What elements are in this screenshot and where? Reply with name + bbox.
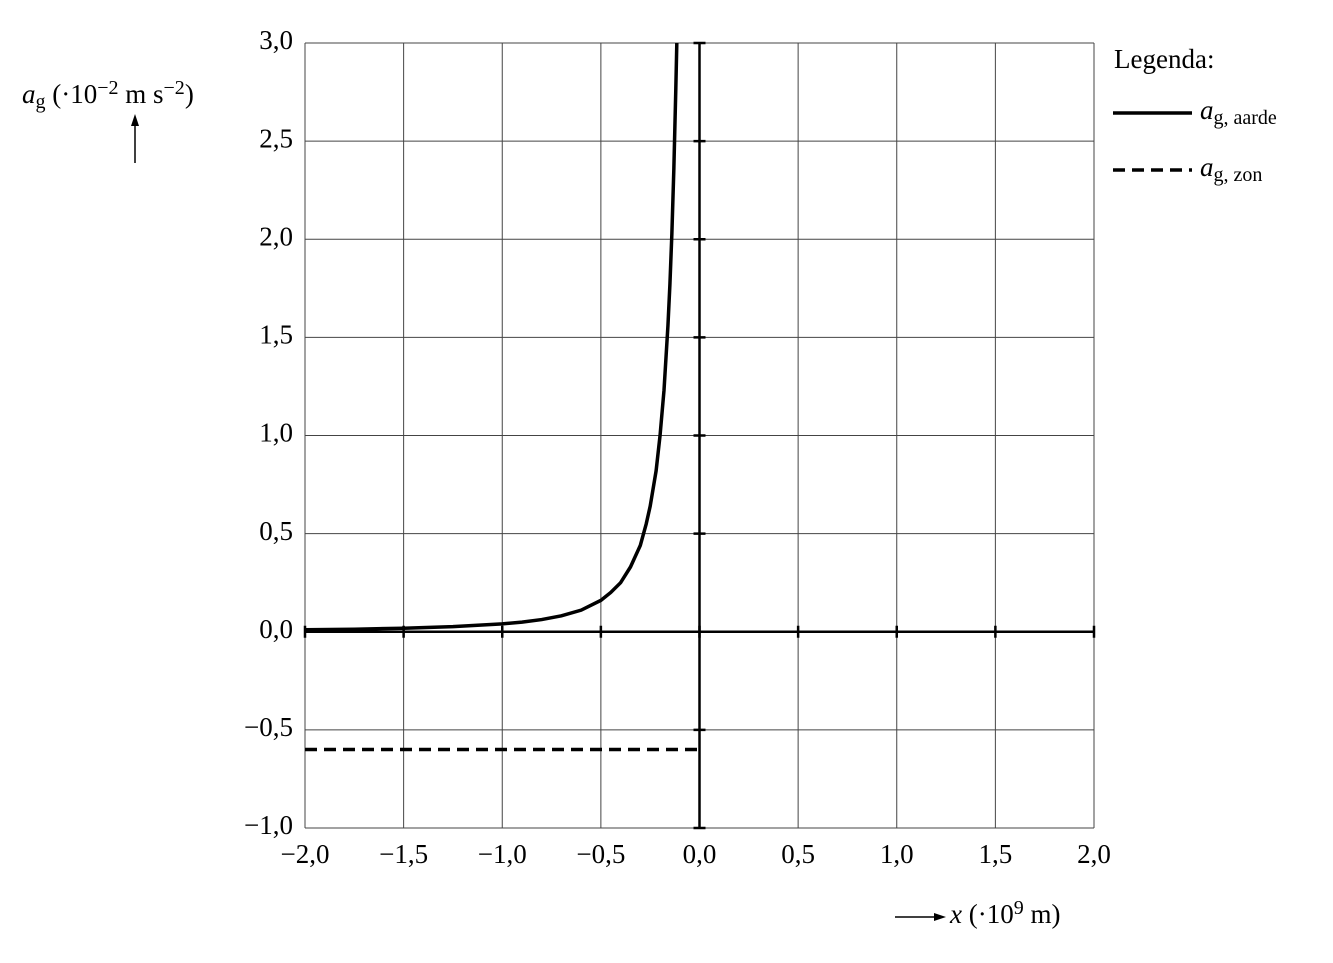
x-tick-label: 0,5 [781, 839, 815, 869]
x-label-part: (·10 [962, 899, 1014, 929]
y-tick-label: −0,5 [244, 712, 293, 742]
y-label-symbol: a [22, 79, 36, 109]
x-tick-label: −2,0 [281, 839, 330, 869]
x-tick-label: 1,5 [979, 839, 1013, 869]
x-tick-label: 0,0 [683, 839, 717, 869]
y-tick-label: 0,5 [259, 516, 293, 546]
x-label-symbol: x [949, 899, 962, 929]
y-tick-label: 2,5 [259, 123, 293, 153]
x-tick-label: 2,0 [1077, 839, 1111, 869]
legend-label: ag, aarde [1200, 95, 1277, 128]
series-line [304, 42, 679, 632]
x-arrow-head [934, 913, 946, 921]
y-tick-label: 1,5 [259, 320, 293, 350]
y-label-part: (·10 [46, 79, 98, 109]
legend-symbol: a [1200, 95, 1214, 125]
y-axis-label: ag (·10−2 m s−2) [22, 77, 194, 113]
legend-title: Legenda: [1114, 44, 1214, 74]
y-arrow-head [131, 114, 139, 126]
y-label-part: ) [185, 79, 194, 109]
x-tick-label: −0,5 [576, 839, 625, 869]
y-tick-label: 3,0 [259, 25, 293, 55]
y-tick-label: 2,0 [259, 221, 293, 251]
x-label-sup: 9 [1014, 897, 1024, 919]
x-tick-label: 1,0 [880, 839, 914, 869]
y-tick-label: 1,0 [259, 418, 293, 448]
legend-symbol: a [1200, 152, 1214, 182]
legend-label: ag, zon [1200, 152, 1262, 185]
y-tick-label: 0,0 [259, 614, 293, 644]
y-label-sup: −2 [97, 77, 118, 99]
x-tick-label: −1,5 [379, 839, 428, 869]
y-tick-label: −1,0 [244, 810, 293, 840]
x-tick-label: −1,0 [478, 839, 527, 869]
legend-sub: g, zon [1214, 164, 1263, 186]
x-axis-label: x (·109 m) [949, 897, 1060, 930]
y-label-sup: −2 [164, 77, 185, 99]
legend-sub: g, aarde [1214, 107, 1277, 129]
x-label-part: m) [1024, 899, 1061, 929]
y-label-sub: g [36, 91, 46, 113]
y-label-part: m s [119, 79, 164, 109]
